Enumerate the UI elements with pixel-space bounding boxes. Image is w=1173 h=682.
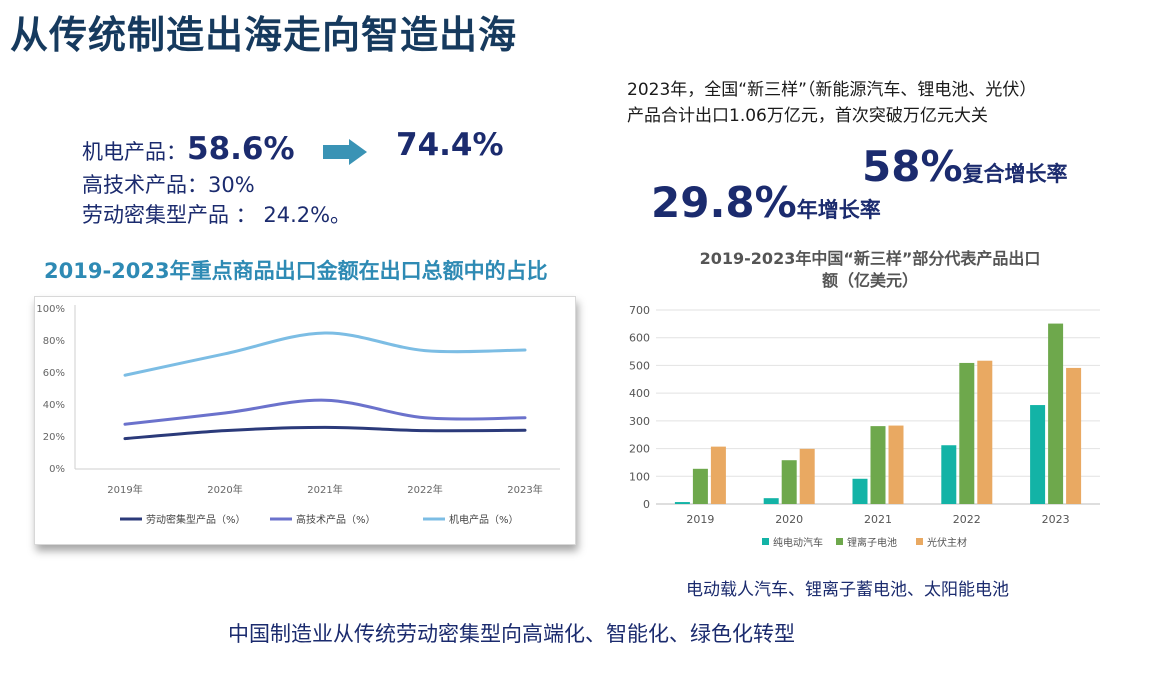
export-note: 2023年，全国“新三样”（新能源汽车、锂电池、光伏） 产品合计出口1.06万亿… — [627, 77, 1036, 129]
y-tick-label: 200 — [629, 443, 650, 456]
x-tick-label: 2021 — [864, 513, 892, 526]
y-tick-label: 500 — [629, 359, 650, 372]
x-tick-label: 2023年 — [507, 483, 542, 496]
bar — [941, 445, 957, 504]
legend-label: 锂离子电池 — [847, 536, 897, 549]
bar — [781, 460, 797, 504]
legend-label: 纯电动汽车 — [773, 536, 823, 549]
bar — [870, 426, 886, 504]
series-line — [123, 331, 527, 377]
x-tick-label: 2023 — [1042, 513, 1070, 526]
mech-from-value: 58.6% — [187, 131, 295, 167]
right-chart-title-line2: 额（亿美元） — [821, 271, 918, 290]
legend-swatch — [762, 538, 769, 545]
data-point — [124, 374, 126, 376]
left-chart-title: 2019-2023年重点商品出口金额在出口总额中的占比 — [44, 259, 548, 283]
data-point — [324, 426, 326, 428]
data-point — [224, 353, 226, 355]
data-point — [224, 412, 226, 414]
y-tick-label: 300 — [629, 415, 650, 428]
bar — [692, 468, 708, 504]
labor-stat: 劳动密集型产品 ： 24.2%。 — [82, 203, 352, 227]
data-point — [124, 438, 126, 440]
data-point — [424, 417, 426, 419]
export-note-line1: 2023年，全国“新三样”（新能源汽车、锂电池、光伏） — [627, 80, 1037, 100]
hightech-stat: 高技术产品：30% — [82, 173, 255, 197]
bar — [888, 425, 904, 504]
data-point — [124, 423, 126, 425]
export-note-line2: 产品合计出口1.06万亿元，首次突破万亿元大关 — [627, 106, 988, 126]
y-tick-label: 0% — [49, 464, 65, 475]
x-tick-label: 2022年 — [407, 483, 442, 496]
legend-label: 机电产品（%） — [449, 513, 519, 526]
x-tick-label: 2022 — [953, 513, 981, 526]
mech-to-value: 74.4% — [396, 127, 504, 163]
data-point — [524, 417, 526, 419]
data-point — [324, 332, 326, 334]
annual-growth-label: 年增长率 — [796, 198, 881, 222]
legend-label: 高技术产品（%） — [296, 513, 376, 526]
data-point — [524, 429, 526, 431]
x-tick-label: 2020 — [775, 513, 803, 526]
bar — [977, 360, 993, 504]
data-point — [324, 399, 326, 401]
bar — [959, 362, 975, 504]
bar — [1048, 323, 1064, 504]
share-line-chart-svg: 0% 20% 40% 60% 80% 100% 2019年 2020年 2021年 2022年 20… — [36, 304, 560, 526]
y-tick-label: 700 — [629, 304, 650, 317]
legend-swatch — [916, 538, 923, 545]
bar — [1030, 405, 1046, 504]
bar — [763, 498, 779, 504]
legend-swatch — [836, 538, 843, 545]
series-line — [123, 425, 527, 441]
y-tick-label: 600 — [629, 332, 650, 345]
bar-chart-caption: 电动载人汽车、锂离子蓄电池、太阳能电池 — [686, 580, 1009, 600]
right-chart-title-line1: 2019-2023年中国“新三样”部分代表产品出口 — [699, 249, 1041, 268]
bar — [799, 448, 815, 504]
x-tick-label: 2019 — [686, 513, 714, 526]
y-tick-label: 60% — [43, 368, 65, 379]
compound-growth-label: 复合增长率 — [962, 162, 1068, 186]
x-tick-label: 2020年 — [207, 483, 242, 496]
y-tick-label: 40% — [43, 400, 65, 411]
mech-stat: 机电产品：58.6% — [82, 131, 295, 167]
data-point — [224, 430, 226, 432]
data-point — [424, 430, 426, 432]
compound-growth-value: 58% — [862, 142, 963, 191]
bar — [710, 446, 726, 504]
compound-growth: 58%复合增长率 — [862, 142, 1068, 191]
new-three-bar-chart: 0 100 200 300 400 500 600 700 2019 2020 2021 2022 20… — [610, 296, 1110, 566]
data-point — [424, 350, 426, 352]
y-tick-label: 80% — [43, 336, 65, 347]
right-chart-title: 2019-2023年中国“新三样”部分代表产品出口 额（亿美元） — [660, 248, 1080, 292]
legend-label: 劳动密集型产品（%） — [146, 513, 246, 526]
annual-growth: 29.8%年增长率 — [651, 178, 881, 227]
annual-growth-value: 29.8% — [651, 178, 797, 227]
right-arrow-icon — [323, 139, 367, 165]
x-tick-label: 2019年 — [107, 483, 142, 496]
bar — [852, 478, 868, 504]
share-line-chart: 0% 20% 40% 60% 80% 100% 2019年 2020年 2021年 2022年 20… — [34, 296, 576, 545]
x-tick-label: 2021年 — [307, 483, 342, 496]
bar — [674, 502, 690, 504]
page-title: 从传统制造出海走向智造出海 — [10, 13, 518, 57]
mech-label: 机电产品： — [82, 140, 187, 164]
conclusion-text: 中国制造业从传统劳动密集型向高端化、智能化、绿色化转型 — [228, 622, 795, 646]
data-point — [524, 349, 526, 351]
y-tick-label: 100 — [629, 470, 650, 483]
series-line — [123, 398, 527, 426]
y-tick-label: 400 — [629, 387, 650, 400]
new-three-bar-chart-svg: 0 100 200 300 400 500 600 700 2019 2020 2021 2022 20… — [629, 304, 1100, 549]
y-tick-label: 0 — [643, 498, 650, 511]
y-tick-label: 100% — [36, 304, 65, 315]
bar — [1066, 367, 1082, 504]
legend-label: 光伏主材 — [927, 536, 967, 549]
y-tick-label: 20% — [43, 432, 65, 443]
